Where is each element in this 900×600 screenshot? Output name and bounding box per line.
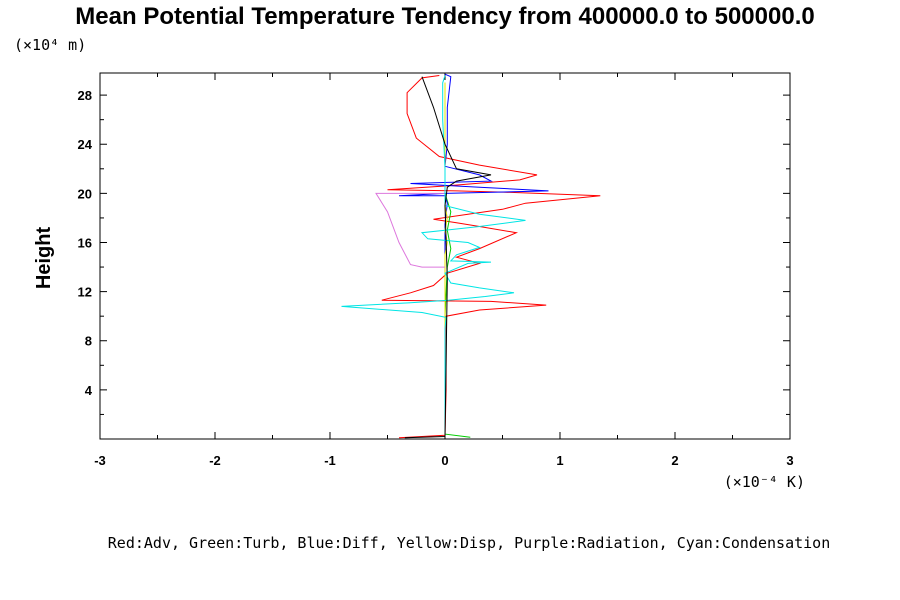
series-radiation-line xyxy=(375,192,445,268)
x-tick-label: 3 xyxy=(786,453,793,468)
series-lines xyxy=(341,73,601,439)
series-adv-line xyxy=(381,75,601,439)
y-tick-label: 16 xyxy=(78,235,92,250)
x-tick-label: 2 xyxy=(671,453,678,468)
legend-text: Red:Adv, Green:Turb, Blue:Diff, Yellow:D… xyxy=(108,534,830,552)
x-tick-label: 0 xyxy=(441,453,448,468)
series-black-line xyxy=(404,76,492,439)
y-unit-label: (×10⁴ m) xyxy=(14,36,86,54)
series-condensation-line xyxy=(341,75,526,433)
x-tick-label: 1 xyxy=(556,453,563,468)
x-tick-label: -3 xyxy=(94,453,106,468)
x-tick-labels: -3 -2 -1 0 1 2 3 xyxy=(94,453,793,468)
y-tick-label: 8 xyxy=(85,334,92,349)
y-tick-label: 12 xyxy=(78,285,92,300)
x-tick-label: -1 xyxy=(324,453,336,468)
series-diff-line xyxy=(398,73,549,437)
y-tick-label: 24 xyxy=(78,137,93,152)
y-axis-label: Height xyxy=(33,227,55,290)
y-tick-labels: 4 8 12 16 20 24 28 xyxy=(78,88,93,398)
chart-title: Mean Potential Temperature Tendency from… xyxy=(75,3,814,30)
y-tick-label: 20 xyxy=(78,186,92,201)
x-unit-label: (×10⁻⁴ K) xyxy=(724,473,805,491)
y-tick-label: 4 xyxy=(85,383,93,398)
x-tick-label: -2 xyxy=(209,453,221,468)
y-tick-label: 28 xyxy=(78,88,92,103)
